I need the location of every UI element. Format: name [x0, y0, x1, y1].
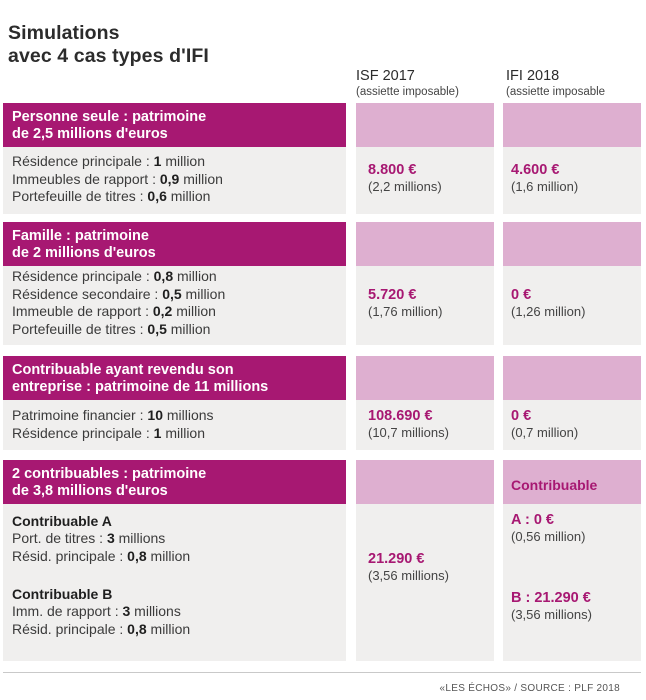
case-2-title-2: de 2 millions d'euros: [12, 245, 156, 261]
column-header-ifi: IFI 2018 (assiette imposable: [506, 67, 605, 99]
case-1-isf-cell: 8.800 € (2,2 millions): [356, 147, 494, 214]
case-4-body: Contribuable A Port. de titres : 3 milli…: [3, 504, 346, 661]
case-1-title-2: de 2,5 millions d'euros: [12, 126, 168, 142]
case-3-isf-value: 108.690 €: [368, 408, 433, 424]
case-4-line: Résid. principale : 0,8 million: [12, 547, 191, 564]
case-1-isf-bar: [356, 103, 494, 147]
case-4-isf-sub: (3,56 millions): [368, 568, 449, 583]
source-credit: «LES ÉCHOS» / SOURCE : PLF 2018: [439, 683, 620, 694]
case-3-ifi-sub: (0,7 million): [511, 425, 579, 440]
case-1-header: Personne seule : patrimoine de 2,5 milli…: [3, 103, 346, 147]
case-2-line: Résidence secondaire : 0,5 million: [12, 285, 226, 302]
title-line-2: avec 4 cas types d'IFI: [8, 45, 209, 67]
case-2-line: Résidence principale : 0,8 million: [12, 268, 217, 284]
case-4-ifi-cell: A : 0 € (0,56 million) B : 21.290 € (3,5…: [503, 504, 641, 661]
case-1-ifi-sub: (1,6 million): [511, 179, 579, 194]
case-4-line: Port. de titres : 3 millions: [12, 530, 166, 546]
case-1-ifi-value: 4.600 €: [511, 162, 560, 178]
contribuable-b-title: Contribuable B: [12, 586, 113, 603]
case-4-title-1: 2 contribuables : patrimoine: [12, 466, 207, 482]
case-4-ifi-header: Contribuable: [511, 477, 598, 493]
case-3-line: Patrimoine financier : 10 millions: [12, 407, 214, 423]
isf-header-sub: (assiette imposable): [356, 86, 459, 98]
case-1-isf-value: 8.800 €: [368, 162, 417, 178]
case-4-ifi-b-value: B : 21.290 €: [511, 590, 591, 606]
title-line-1: Simulations: [8, 22, 120, 44]
case-3-line: Résidence principale : 1 million: [12, 424, 206, 441]
case-3-header: Contribuable ayant revendu son entrepris…: [3, 356, 346, 400]
case-4-ifi-b-sub: (3,56 millions): [511, 607, 592, 622]
contribuable-a-title: Contribuable A: [12, 513, 112, 529]
footer-divider: [3, 672, 641, 673]
case-3-title-2: entreprise : patrimoine de 11 millions: [12, 379, 269, 395]
case-4-ifi-bar: Contribuable: [503, 460, 641, 504]
case-3-ifi-bar: [503, 356, 641, 400]
case-3-body: Patrimoine financier : 10 millions Résid…: [3, 400, 346, 450]
case-1-isf-sub: (2,2 millions): [368, 179, 442, 194]
case-2-isf-bar: [356, 222, 494, 266]
case-2-header: Famille : patrimoine de 2 millions d'eur…: [3, 222, 346, 266]
case-4-isf-bar: [356, 460, 494, 504]
case-1-title-1: Personne seule : patrimoine: [12, 109, 207, 125]
page-title: Simulations avec 4 cas types d'IFI: [8, 22, 209, 68]
case-4-header: 2 contribuables : patrimoine de 3,8 mill…: [3, 460, 346, 504]
case-2-ifi-cell: 0 € (1,26 million): [503, 266, 641, 345]
case-1-body: Résidence principale : 1 million Immeubl…: [3, 147, 346, 214]
isf-header-label: ISF 2017: [356, 68, 415, 84]
case-3-isf-cell: 108.690 € (10,7 millions): [356, 400, 494, 450]
case-4-isf-cell: 21.290 € (3,56 millions): [356, 504, 494, 661]
ifi-header-sub: (assiette imposable: [506, 86, 606, 98]
case-1-line: Résidence principale : 1 million: [12, 153, 206, 169]
case-1-line: Immeubles de rapport : 0,9 million: [12, 170, 223, 187]
case-2-ifi-bar: [503, 222, 641, 266]
case-2-isf-sub: (1,76 million): [368, 304, 443, 319]
case-1-line: Portefeuille de titres : 0,6 million: [12, 188, 211, 205]
case-4-isf-value: 21.290 €: [368, 551, 425, 567]
case-2-isf-value: 5.720 €: [368, 287, 417, 303]
case-3-title-1: Contribuable ayant revendu son: [12, 362, 234, 378]
case-2-line: Portefeuille de titres : 0,5 million: [12, 320, 211, 337]
ifi-header-label: IFI 2018: [506, 68, 560, 84]
column-header-isf: ISF 2017 (assiette imposable): [356, 67, 459, 99]
case-3-ifi-value: 0 €: [511, 408, 532, 424]
case-2-ifi-sub: (1,26 million): [511, 304, 586, 319]
case-4-ifi-a-value: A : 0 €: [511, 512, 554, 528]
case-3-isf-sub: (10,7 millions): [368, 425, 449, 440]
case-3-ifi-cell: 0 € (0,7 million): [503, 400, 641, 450]
case-4-title-2: de 3,8 millions d'euros: [12, 483, 168, 499]
case-1-ifi-bar: [503, 103, 641, 147]
case-1-ifi-cell: 4.600 € (1,6 million): [503, 147, 641, 214]
case-2-isf-cell: 5.720 € (1,76 million): [356, 266, 494, 345]
case-4-ifi-a-sub: (0,56 million): [511, 529, 586, 544]
case-3-isf-bar: [356, 356, 494, 400]
case-4-line: Imm. de rapport : 3 millions: [12, 603, 181, 620]
case-4-line: Résid. principale : 0,8 million: [12, 620, 191, 637]
case-2-title-1: Famille : patrimoine: [12, 228, 149, 244]
case-2-ifi-value: 0 €: [511, 287, 532, 303]
case-2-body: Résidence principale : 0,8 million Résid…: [3, 266, 346, 345]
case-2-line: Immeuble de rapport : 0,2 million: [12, 303, 216, 320]
